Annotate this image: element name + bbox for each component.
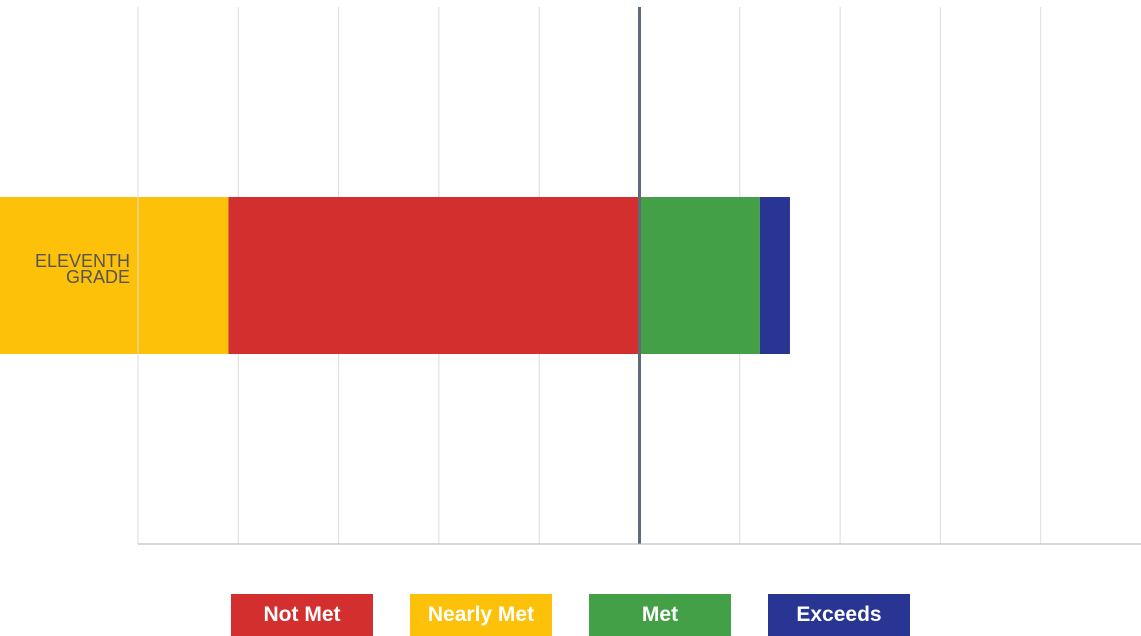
bars <box>0 197 790 354</box>
category-label: ELEVENTH GRADE <box>34 251 130 287</box>
bar-exceeds <box>759 197 790 354</box>
bar-nearly-met <box>0 197 229 354</box>
category-label-line-1: ELEVENTH <box>34 251 130 271</box>
legend-item-not-met: Not Met <box>231 594 373 636</box>
legend-item-nearly-met: Nearly Met <box>410 594 552 636</box>
legend-item-exceeds: Exceeds <box>768 594 910 636</box>
category-label-line-2: GRADE <box>65 267 130 287</box>
bar-not-met <box>228 197 640 354</box>
legend-item-met: Met <box>589 594 731 636</box>
bar-met <box>639 197 760 354</box>
legend: Not Met Nearly Met Met Exceeds <box>231 594 910 636</box>
